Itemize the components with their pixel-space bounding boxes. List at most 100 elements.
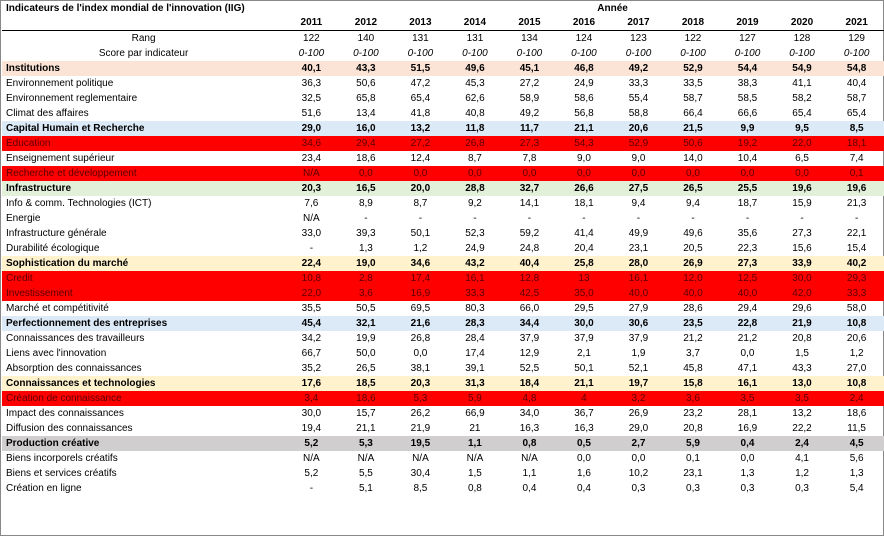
cell-value: 35,6 [737,228,758,239]
cell-value: 34,6 [301,138,322,149]
cell-value: 9,0 [631,153,646,164]
table-row: Connaissances des travailleurs 34,2 19,9 26… [2,331,884,346]
cell-value: 23,2 [683,408,703,419]
cell-value: 22,0 [301,288,322,299]
cell-value: 27,2 [410,138,431,149]
row-label: Info & comm. Technologies (ICT) [6,198,152,209]
row-label: Capital Humain et Recherche [6,123,145,134]
table-row: Absorption des connaissances 35,2 26,5 38,1… [2,361,884,376]
cell-value: - [691,213,695,224]
cell-value: 34,2 [301,333,322,344]
cell-value: 26,2 [410,408,431,419]
cell-value: 62,6 [465,93,485,104]
cell-value: 6,5 [795,153,809,164]
cell-value: 12,5 [737,273,758,284]
cell-value: 26,5 [356,363,376,374]
table-row: Investissement 22,0 3,6 16,9 33,3 42,5 35,0 40,… [2,286,884,301]
cell-value: 58,7 [846,93,867,104]
cell-value: 0,0 [740,348,755,359]
cell-value: 0,8 [467,483,482,494]
cell-value: 21,1 [574,378,594,389]
cell-value: 22,8 [737,318,758,329]
cell-value: 20,4 [574,243,594,254]
cell-value: 65,4 [410,93,431,104]
cell-value: 34,4 [519,318,540,329]
cell-value: 54,4 [737,63,758,74]
cell-value: 38,3 [737,78,758,89]
cell-value: 21,1 [574,123,594,134]
cell-value: 1,2 [795,468,809,479]
cell-value: 2,4 [849,393,864,404]
cell-value: 3,6 [358,288,373,299]
cell-value: 3,2 [631,393,646,404]
cell-value: 16,9 [410,288,431,299]
cell-value: 0,0 [577,168,591,179]
table-row: Perfectionnement des entreprises 45,4 32,1… [2,316,884,331]
cell-value: 58,7 [683,93,703,104]
cell-value: 40,0 [628,288,649,299]
cell-value: 45,8 [683,363,703,374]
cell-value: 18,5 [356,378,376,389]
cell-value: 28,8 [465,183,485,194]
cell-value: 0,1 [686,453,700,464]
cell-value: 16,1 [465,273,485,284]
cell-value: N/A [303,213,320,224]
cell-value: 29,5 [574,303,594,314]
cell-value: 37,9 [574,333,594,344]
cell-value: 8,5 [413,483,428,494]
year-header-2011: 2011 [284,16,339,31]
table-row: Liens avec l'innovation 66,7 50,0 0,0 17,4 12… [2,346,884,361]
cell-value: 9,4 [686,198,700,209]
row-label: Biens et services créatifs [6,468,117,479]
cell-value: 50,0 [356,348,376,359]
cell-value: 0-100 [516,48,543,59]
cell-value: 25,8 [574,258,594,269]
cell-value: 18,4 [519,378,540,389]
cell-value: 58,8 [628,108,649,119]
cell-value: N/A [466,453,484,464]
cell-value: 15,6 [792,243,812,254]
row-label: Sophistication du marché [6,258,129,269]
cell-value: 50,1 [410,228,431,239]
cell-value: 27,5 [628,183,649,194]
row-label: Durabilité écologique [6,243,100,254]
cell-value: 52,9 [628,138,649,149]
cell-value: 20,6 [628,123,649,134]
year-header-2016: 2016 [556,16,612,31]
cell-value: 4,5 [849,438,864,449]
cell-value: 42,0 [792,288,812,299]
table-row: Environnement reglementaire 32,5 65,8 65,4 6… [2,91,884,106]
cell-value: 32,1 [356,318,376,329]
cell-value: 19,7 [628,378,649,389]
cell-value: 123 [630,33,647,44]
cell-value: 40,8 [465,108,485,119]
cell-value: 29,6 [792,303,812,314]
cell-value: 41,8 [410,108,431,119]
cell-value: 80,3 [465,303,485,314]
cell-value: 15,4 [846,243,867,254]
cell-value: 4 [581,393,587,404]
cell-value: 35,5 [301,303,322,314]
cell-value: N/A [303,168,320,179]
cell-value: - [800,213,804,224]
cell-value: 1,9 [631,348,646,359]
cell-value: 0,0 [413,348,428,359]
cell-value: 17,6 [301,378,322,389]
cell-value: 0,0 [467,168,482,179]
cell-value: 18,6 [846,408,867,419]
cell-value: 23,4 [301,153,322,164]
cell-value: 11,5 [847,423,866,434]
cell-value: 0-100 [298,48,325,59]
cell-value: 34,0 [519,408,540,419]
cell-value: 134 [521,33,538,44]
cell-value: - [364,213,368,224]
cell-value: 43,3 [792,363,812,374]
cell-value: 0,0 [631,168,646,179]
cell-value: 23,1 [683,468,703,479]
table-row: Création de connaissance 3,4 18,6 5,3 5,9 4,8… [2,391,884,406]
cell-value: 69,5 [410,303,431,314]
table-title: Indicateurs de l'index mondial de l'inno… [6,3,245,14]
cell-value: 129 [848,33,865,44]
header-row-title: Indicateurs de l'index mondial de l'inno… [2,1,884,16]
